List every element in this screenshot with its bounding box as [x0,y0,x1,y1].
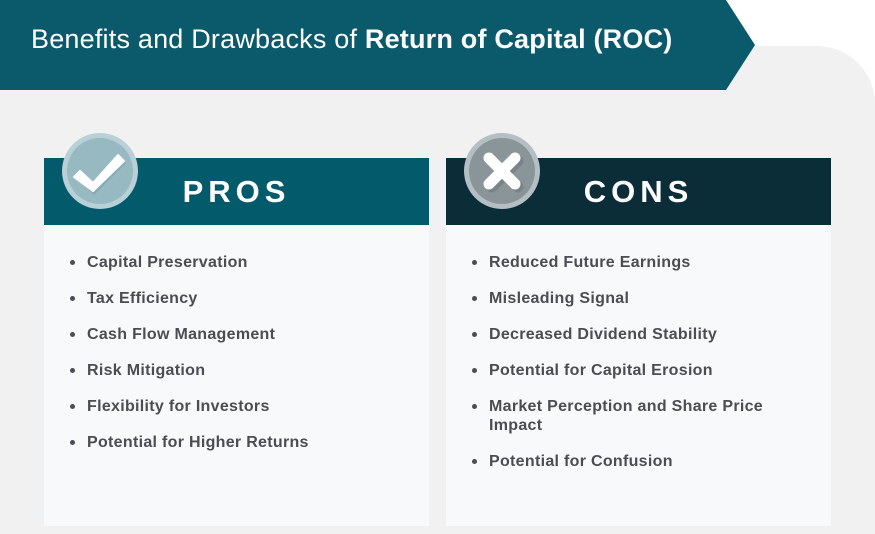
list-item-label: Flexibility for Investors [87,398,270,415]
pros-list: Capital Preservation Tax Efficiency Cash… [68,253,408,469]
list-item: Potential for Capital Erosion [470,361,810,380]
list-item-label: Potential for Capital Erosion [489,362,713,379]
x-mark-icon [464,133,540,209]
bullet-icon [70,404,75,409]
list-item: Market Perception and Share Price Impact [470,397,810,435]
list-item-label: Market Perception and Share Price Impact [489,398,764,434]
list-item: Reduced Future Earnings [470,253,810,272]
title-banner: Benefits and Drawbacks of Return of Capi… [0,0,755,90]
list-item: Misleading Signal [470,289,810,308]
pros-heading: PROS [182,174,291,209]
cons-card: CONS Reduced Future Earnings Misleading … [446,133,831,526]
bullet-icon [472,332,477,337]
list-item-label: Capital Preservation [87,254,248,271]
list-item: Potential for Higher Returns [68,433,408,452]
bullet-icon [472,404,477,409]
list-item-label: Decreased Dividend Stability [489,326,718,343]
title-prefix: Benefits and Drawbacks of [31,24,365,54]
bullet-icon [70,296,75,301]
bullet-icon [472,296,477,301]
list-item-label: Tax Efficiency [87,290,198,307]
checkmark-icon [62,133,138,209]
list-item-label: Misleading Signal [489,290,630,307]
bullet-icon [70,368,75,373]
pros-card: PROS Capital Preservation Tax Efficiency… [44,133,429,526]
list-item: Potential for Confusion [470,452,810,471]
bullet-icon [70,260,75,265]
list-item-label: Potential for Confusion [489,453,673,470]
list-item-label: Cash Flow Management [87,326,276,343]
bullet-icon [472,368,477,373]
cons-list: Reduced Future Earnings Misleading Signa… [470,253,810,488]
list-item: Capital Preservation [68,253,408,272]
list-item: Risk Mitigation [68,361,408,380]
list-item-label: Reduced Future Earnings [489,254,691,271]
list-item: Flexibility for Investors [68,397,408,416]
page-title: Benefits and Drawbacks of Return of Capi… [31,24,672,55]
list-item: Tax Efficiency [68,289,408,308]
bullet-icon [472,260,477,265]
title-bold: Return of Capital (ROC) [364,24,673,54]
list-item-label: Risk Mitigation [87,362,206,379]
cons-heading: CONS [583,174,694,209]
bullet-icon [70,440,75,445]
list-item-label: Potential for Higher Returns [87,434,309,451]
list-item: Cash Flow Management [68,325,408,344]
list-item: Decreased Dividend Stability [470,325,810,344]
bullet-icon [70,332,75,337]
bullet-icon [472,459,477,464]
